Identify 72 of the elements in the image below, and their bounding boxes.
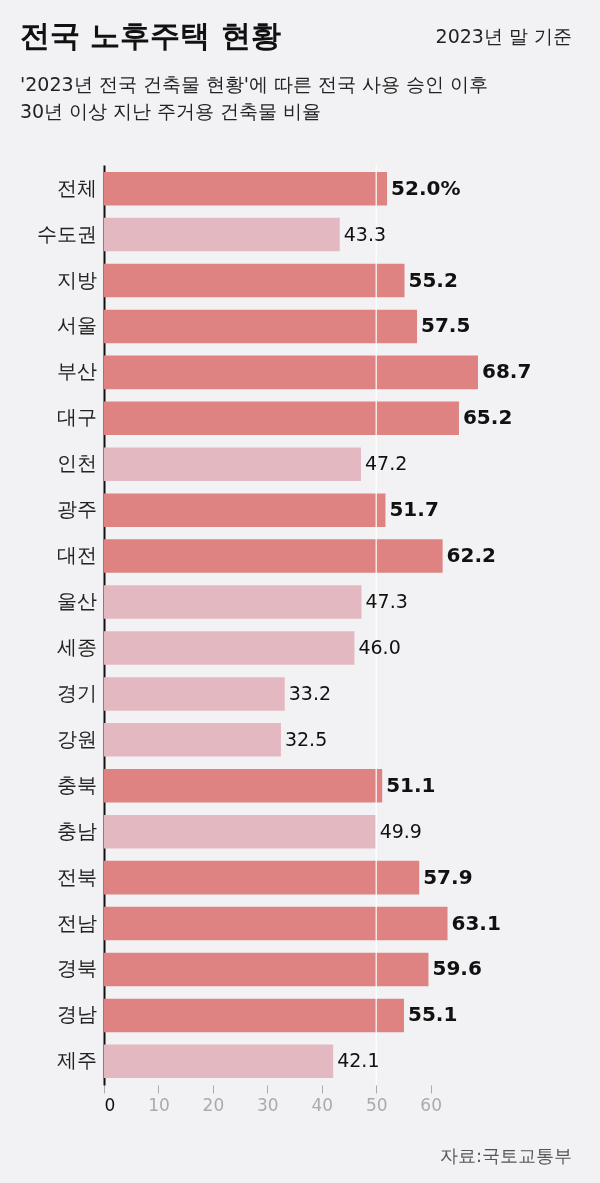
y-tick-label: 대구 <box>56 405 97 430</box>
bar <box>104 814 376 849</box>
y-tick-label: 제주 <box>56 1048 97 1073</box>
bar <box>104 263 405 298</box>
bar <box>104 355 478 390</box>
bar <box>104 723 281 757</box>
text: 2023년 말 기준 <box>435 25 572 47</box>
data-label: 47.3 <box>365 590 408 613</box>
y-tick-label: 세종 <box>56 634 97 659</box>
x-tick-label: 50 <box>365 1094 388 1115</box>
data-label: 51.7 <box>389 497 439 522</box>
y-tick-label: 전남 <box>56 910 97 935</box>
x-tick-label: 20 <box>202 1094 225 1115</box>
data-label: 55.2 <box>408 267 458 292</box>
text: 자료:국토교통부 <box>439 1145 572 1166</box>
y-tick-label: 전체 <box>56 175 97 200</box>
data-label: 65.2 <box>462 405 513 430</box>
bar <box>104 493 386 527</box>
y-tick-label: 지방 <box>56 267 97 292</box>
data-label: 49.9 <box>379 819 422 842</box>
text: '2023년 전국 건축물 현황'에 따른 전국 사용 승인 이후 <box>20 73 489 95</box>
y-tick-label: 인천 <box>56 451 97 476</box>
data-label: 57.5 <box>421 313 471 338</box>
y-tick-label: 광주 <box>56 497 97 522</box>
bar <box>104 677 285 711</box>
bar <box>104 631 355 665</box>
bar <box>104 217 340 252</box>
chart-title: 전국 노후주택 현황 <box>20 18 281 53</box>
bar <box>104 998 404 1033</box>
data-label: 68.7 <box>482 359 532 384</box>
bar <box>104 585 362 619</box>
y-tick-label: 충북 <box>56 772 97 797</box>
x-tick-label: 10 <box>148 1094 170 1115</box>
y-tick-label: 서울 <box>56 313 97 338</box>
bar <box>104 768 383 803</box>
data-label: 33.2 <box>288 681 332 704</box>
bar <box>104 906 448 941</box>
bar <box>104 952 429 987</box>
y-tick-label: 대전 <box>56 543 97 568</box>
data-label: 55.1 <box>407 1002 458 1027</box>
bar <box>104 309 418 344</box>
x-tick-label: 30 <box>257 1094 279 1115</box>
bar <box>104 539 443 573</box>
bar <box>104 860 420 895</box>
bar <box>104 171 388 206</box>
bar <box>104 447 361 482</box>
data-label: 47.2 <box>364 452 408 475</box>
y-tick-label: 울산 <box>56 589 97 614</box>
data-label: 43.3 <box>343 222 387 245</box>
y-tick-label: 충남 <box>56 818 97 843</box>
data-label: 46.0 <box>358 635 401 658</box>
data-label: 51.1 <box>386 772 436 797</box>
y-tick-label: 전북 <box>56 864 97 889</box>
y-tick-label: 강원 <box>56 726 97 751</box>
y-tick-label: 경남 <box>56 1002 97 1027</box>
data-label: 52.0% <box>391 175 461 200</box>
y-tick-label: 경기 <box>56 680 97 705</box>
text: 30년 이상 지난 주거용 건축물 비율 <box>20 100 322 122</box>
data-label: 42.1 <box>337 1049 380 1072</box>
data-label: 57.9 <box>423 864 473 889</box>
data-label: 32.5 <box>284 727 328 750</box>
data-label: 63.1 <box>451 910 501 935</box>
x-tick-label: 60 <box>420 1094 442 1115</box>
data-label: 62.2 <box>446 543 496 568</box>
bar <box>104 1044 334 1079</box>
data-label: 59.6 <box>432 956 482 981</box>
y-tick-label: 부산 <box>56 359 97 384</box>
bar <box>104 401 459 436</box>
y-tick-label: 경북 <box>56 956 97 981</box>
x-tick-label: 0 <box>104 1094 116 1115</box>
y-tick-label: 수도권 <box>36 221 97 246</box>
x-tick-label: 40 <box>311 1094 334 1115</box>
